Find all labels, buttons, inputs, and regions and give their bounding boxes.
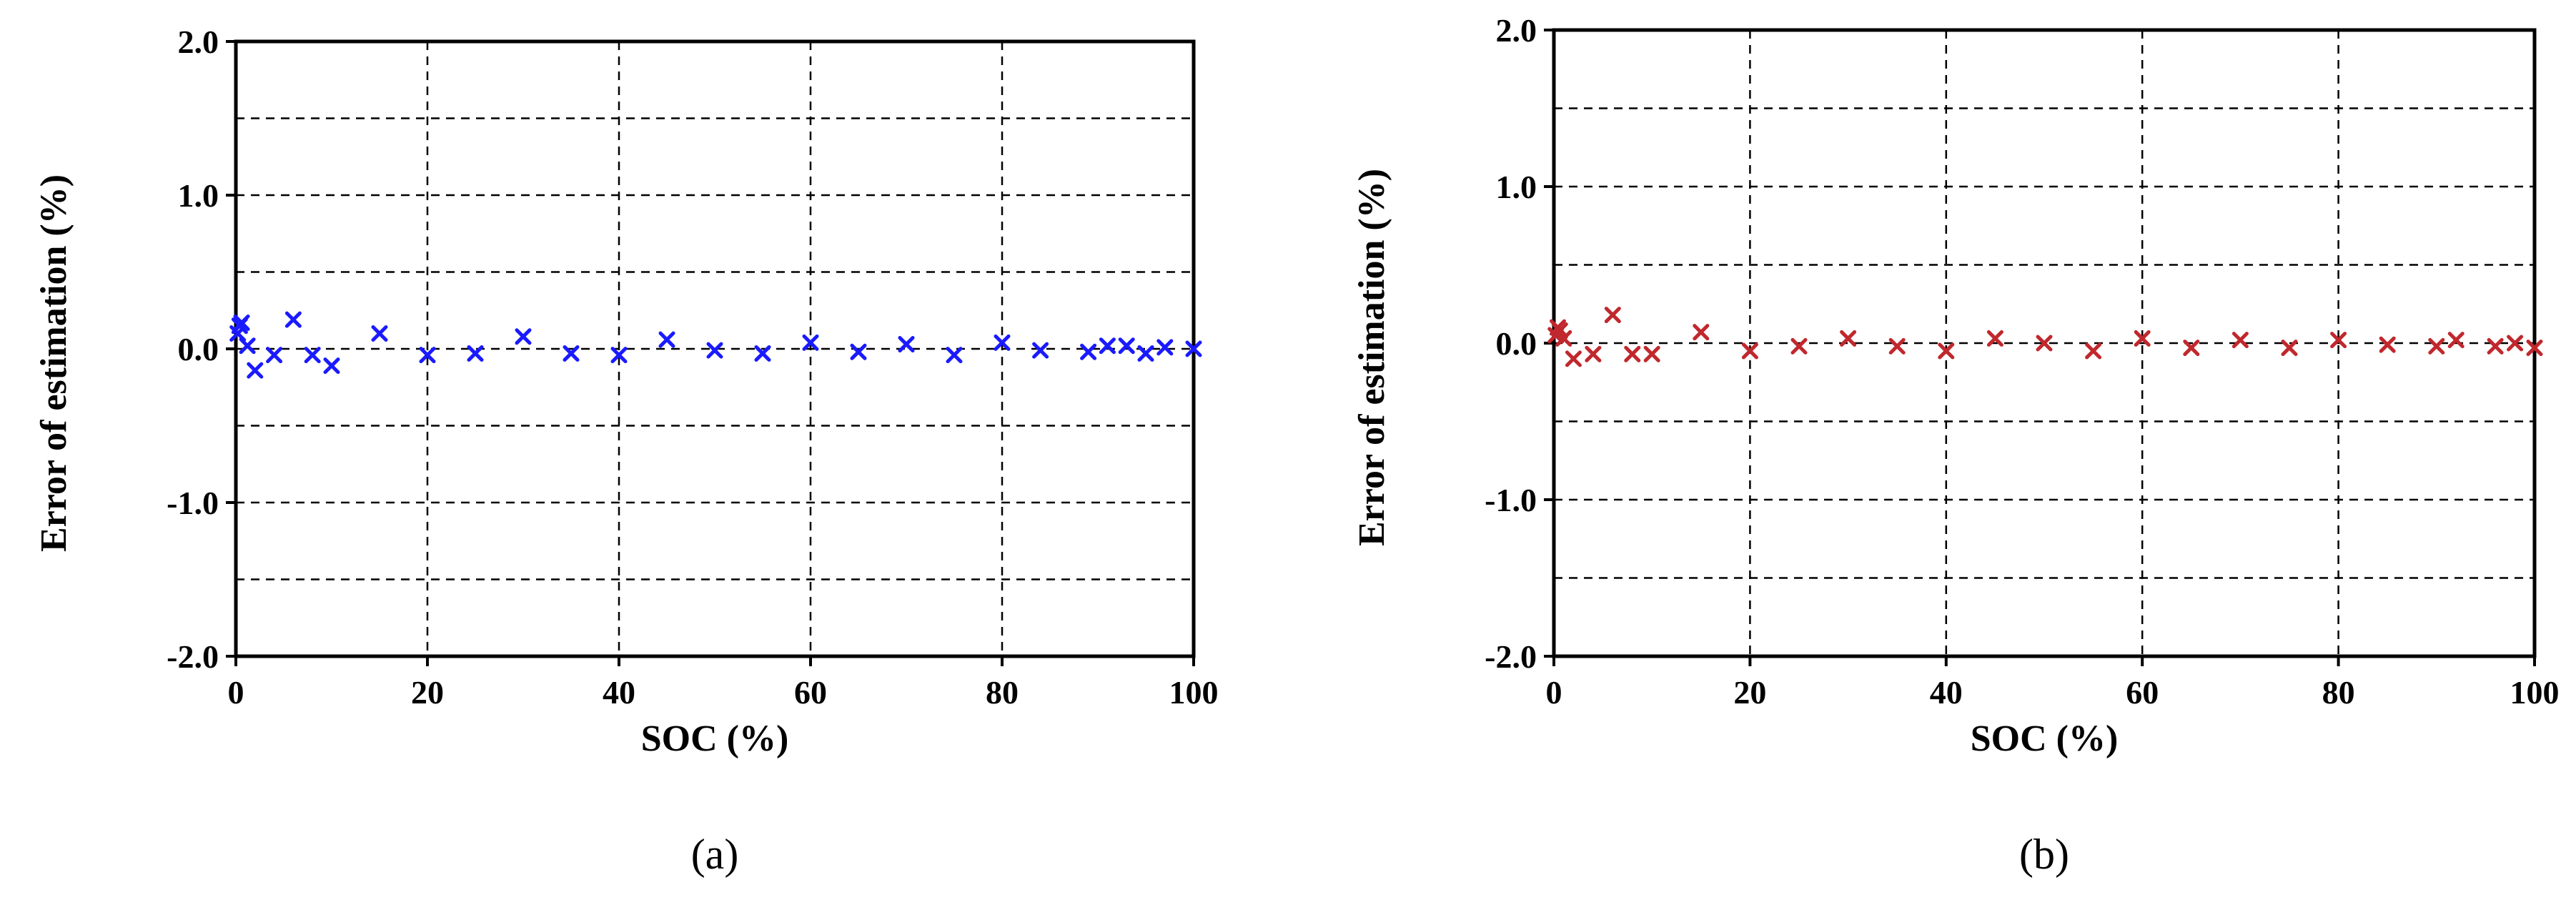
data-point <box>266 347 283 364</box>
data-point <box>2036 335 2053 352</box>
panel-b: 0 20 40 60 80 100 2.0 1.0 0.0 -1.0 -2.0 SOC (%) Erro… <box>1352 12 2560 878</box>
data-point <box>2487 337 2504 355</box>
x-tick-label: 40 <box>1930 674 1963 711</box>
data-point <box>1585 345 1602 362</box>
data-point <box>2507 335 2524 352</box>
data-point <box>371 325 388 342</box>
y-tick-label: 2.0 <box>1496 12 1537 49</box>
data-point <box>610 347 628 364</box>
data-point <box>2447 332 2464 349</box>
data-point <box>706 342 723 359</box>
x-tick-label: 80 <box>2322 674 2355 711</box>
x-axis-title: SOC (%) <box>1971 718 2119 759</box>
data-point <box>1986 330 2003 347</box>
data-point <box>1604 307 1621 324</box>
data-point <box>994 334 1011 351</box>
data-point <box>1118 337 1135 355</box>
y-tick-label: 2.0 <box>178 24 219 60</box>
y-tick-label: 0.0 <box>1496 325 1537 362</box>
data-point <box>1643 345 1660 362</box>
data-point <box>1888 337 1906 355</box>
y-tick-label: -2.0 <box>1485 638 1537 675</box>
y-tick-label: 1.0 <box>178 177 219 214</box>
data-point <box>233 314 250 331</box>
data-point <box>304 347 321 364</box>
data-point <box>419 347 436 364</box>
data-point <box>2379 336 2396 353</box>
data-point <box>2134 330 2151 347</box>
data-point <box>1693 324 1710 341</box>
data-point <box>1790 337 1808 355</box>
x-tick-label: 80 <box>986 674 1019 711</box>
data-point <box>247 362 264 379</box>
x-axis-title: SOC (%) <box>641 718 789 759</box>
x-tick-label: 100 <box>2510 674 2560 711</box>
x-tick-label: 0 <box>1546 674 1562 711</box>
data-point <box>239 337 256 355</box>
data-point <box>1938 342 1955 360</box>
data-point <box>515 328 532 345</box>
data-point <box>2526 340 2543 357</box>
data-point <box>946 347 963 364</box>
y-tick-label: 0.0 <box>178 331 219 367</box>
data-point <box>2281 340 2298 357</box>
panel-label: (a) <box>691 831 739 878</box>
x-tick-label: 40 <box>603 674 635 711</box>
x-tick-label: 20 <box>1733 674 1766 711</box>
data-point <box>1555 330 1572 347</box>
data-point <box>658 331 675 348</box>
data-point <box>2085 342 2102 360</box>
data-point <box>898 336 915 353</box>
y-axis-title: Error of estimation (%) <box>34 174 74 552</box>
data-point <box>1099 337 1116 355</box>
data-point <box>467 345 484 362</box>
data-point <box>850 343 867 360</box>
data-point <box>1741 342 1758 360</box>
data-point <box>1032 342 1049 359</box>
panel-a: 0 20 40 60 80 100 2.0 1.0 0.0 -1.0 -2.0 SOC (%) Erro… <box>34 24 1219 878</box>
data-point <box>802 334 819 351</box>
y-tick-label: -2.0 <box>167 638 219 675</box>
data-point <box>563 345 580 362</box>
data-point <box>1565 350 1582 367</box>
y-tick-label: -1.0 <box>167 485 219 521</box>
data-point <box>2183 340 2200 357</box>
data-point <box>1185 340 1202 357</box>
data-point <box>1551 322 1568 339</box>
data-point <box>1080 343 1097 360</box>
x-tick-label: 0 <box>228 674 244 711</box>
data-point <box>754 345 771 362</box>
data-point <box>1624 345 1641 362</box>
data-point <box>2428 337 2445 355</box>
y-tick-label: 1.0 <box>1496 169 1537 205</box>
x-tick-label: 20 <box>411 674 444 711</box>
y-tick-label: -1.0 <box>1485 482 1537 518</box>
panel-label: (b) <box>2019 831 2069 878</box>
data-point <box>1840 330 1857 347</box>
data-point <box>1137 345 1154 362</box>
data-point <box>323 357 340 375</box>
data-point <box>2330 332 2347 349</box>
x-tick-label: 60 <box>2126 674 2159 711</box>
data-point <box>284 311 302 328</box>
x-tick-label: 100 <box>1169 674 1219 711</box>
data-point <box>2231 332 2249 349</box>
data-point <box>1156 339 1174 356</box>
y-axis-title: Error of estimation (%) <box>1352 169 1392 546</box>
x-tick-label: 60 <box>794 674 827 711</box>
